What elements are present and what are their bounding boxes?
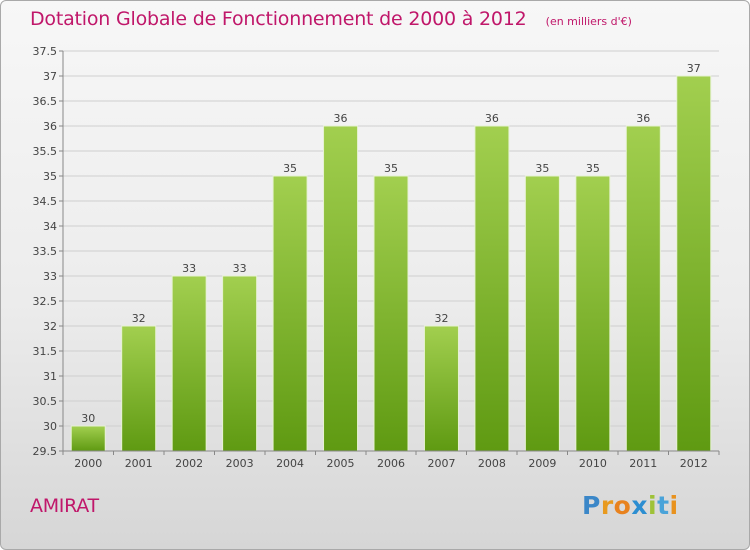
data-label-2004: 35 xyxy=(283,162,297,175)
bar-2004 xyxy=(272,175,308,452)
commune-name: AMIRAT xyxy=(30,495,99,517)
y-tick-label: 35.5 xyxy=(33,145,58,158)
bar-2000 xyxy=(70,425,106,452)
y-tick-label: 35 xyxy=(43,170,57,183)
data-label-2000: 30 xyxy=(81,412,95,425)
x-tick-label: 2001 xyxy=(125,457,153,470)
bar-2011 xyxy=(625,125,661,452)
x-tick-label: 2011 xyxy=(629,457,657,470)
bars: 30 32 33 33 35 36 35 32 36 35 35 36 37 xyxy=(70,62,712,452)
logo-letter: r xyxy=(600,491,614,520)
y-tick-label: 33 xyxy=(43,270,57,283)
data-label-2003: 33 xyxy=(233,262,247,275)
data-label-2006: 35 xyxy=(384,162,398,175)
data-label-2009: 35 xyxy=(535,162,549,175)
bar-2012 xyxy=(676,75,712,452)
y-tick-label: 30 xyxy=(43,420,57,433)
y-tick-label: 34.5 xyxy=(33,195,58,208)
y-tick-label: 33.5 xyxy=(33,245,58,258)
y-tick-label: 31 xyxy=(43,370,57,383)
bar-2007 xyxy=(423,325,459,452)
y-tick-label: 36.5 xyxy=(33,95,58,108)
data-label-2007: 32 xyxy=(434,312,448,325)
data-label-2011: 36 xyxy=(636,112,650,125)
title-row: Dotation Globale de Fonctionnement de 20… xyxy=(30,8,632,30)
x-tick-label: 2009 xyxy=(528,457,556,470)
y-tick-label: 31.5 xyxy=(33,345,58,358)
x-tick-label: 2010 xyxy=(579,457,607,470)
chart-subtitle: (en milliers d'€) xyxy=(545,15,632,28)
data-label-2008: 36 xyxy=(485,112,499,125)
y-tick-label: 30.5 xyxy=(33,395,58,408)
y-tick-label: 32.5 xyxy=(33,295,58,308)
bar-2005 xyxy=(323,125,359,452)
y-tick-label: 36 xyxy=(43,120,57,133)
x-tick-label: 2000 xyxy=(74,457,102,470)
bar-2008 xyxy=(474,125,510,452)
data-label-2010: 35 xyxy=(586,162,600,175)
logo-letter: t xyxy=(657,491,670,520)
logo-letter: x xyxy=(631,491,648,520)
x-tick-label: 2003 xyxy=(226,457,254,470)
proxiti-logo: Proxiti xyxy=(582,491,679,520)
data-label-2002: 33 xyxy=(182,262,196,275)
logo-letter: o xyxy=(613,491,632,520)
x-axis: 2000 2001 2002 2003 2004 2005 2006 2007 2008 2009… xyxy=(62,51,720,470)
x-tick-label: 2004 xyxy=(276,457,304,470)
x-tick-label: 2012 xyxy=(680,457,708,470)
bar-2006 xyxy=(373,175,409,452)
x-tick-label: 2008 xyxy=(478,457,506,470)
y-tick-label: 34 xyxy=(43,220,57,233)
x-tick-label: 2007 xyxy=(427,457,455,470)
bar-2002 xyxy=(171,275,207,452)
data-label-2012: 37 xyxy=(687,62,701,75)
bar-2010 xyxy=(575,175,611,452)
bar-2003 xyxy=(222,275,258,452)
logo-letter: P xyxy=(582,491,601,520)
x-tick-label: 2002 xyxy=(175,457,203,470)
data-label-2005: 36 xyxy=(334,112,348,125)
chart-title: Dotation Globale de Fonctionnement de 20… xyxy=(30,8,527,30)
y-axis: 29.5 30 30.5 31 31.5 32 32.5 33 33.5 34 34.5 35 35.5… xyxy=(33,45,63,458)
y-tick-label: 32 xyxy=(43,320,57,333)
x-tick-label: 2005 xyxy=(327,457,355,470)
y-tick-label: 37 xyxy=(43,70,57,83)
data-label-2001: 32 xyxy=(132,312,146,325)
logo-letter: i xyxy=(648,491,658,520)
y-tick-label: 29.5 xyxy=(33,445,58,458)
bar-2009 xyxy=(524,175,560,452)
y-tick-label: 37.5 xyxy=(33,45,58,58)
bar-2001 xyxy=(121,325,157,452)
x-tick-label: 2006 xyxy=(377,457,405,470)
logo-letter: i xyxy=(669,491,679,520)
